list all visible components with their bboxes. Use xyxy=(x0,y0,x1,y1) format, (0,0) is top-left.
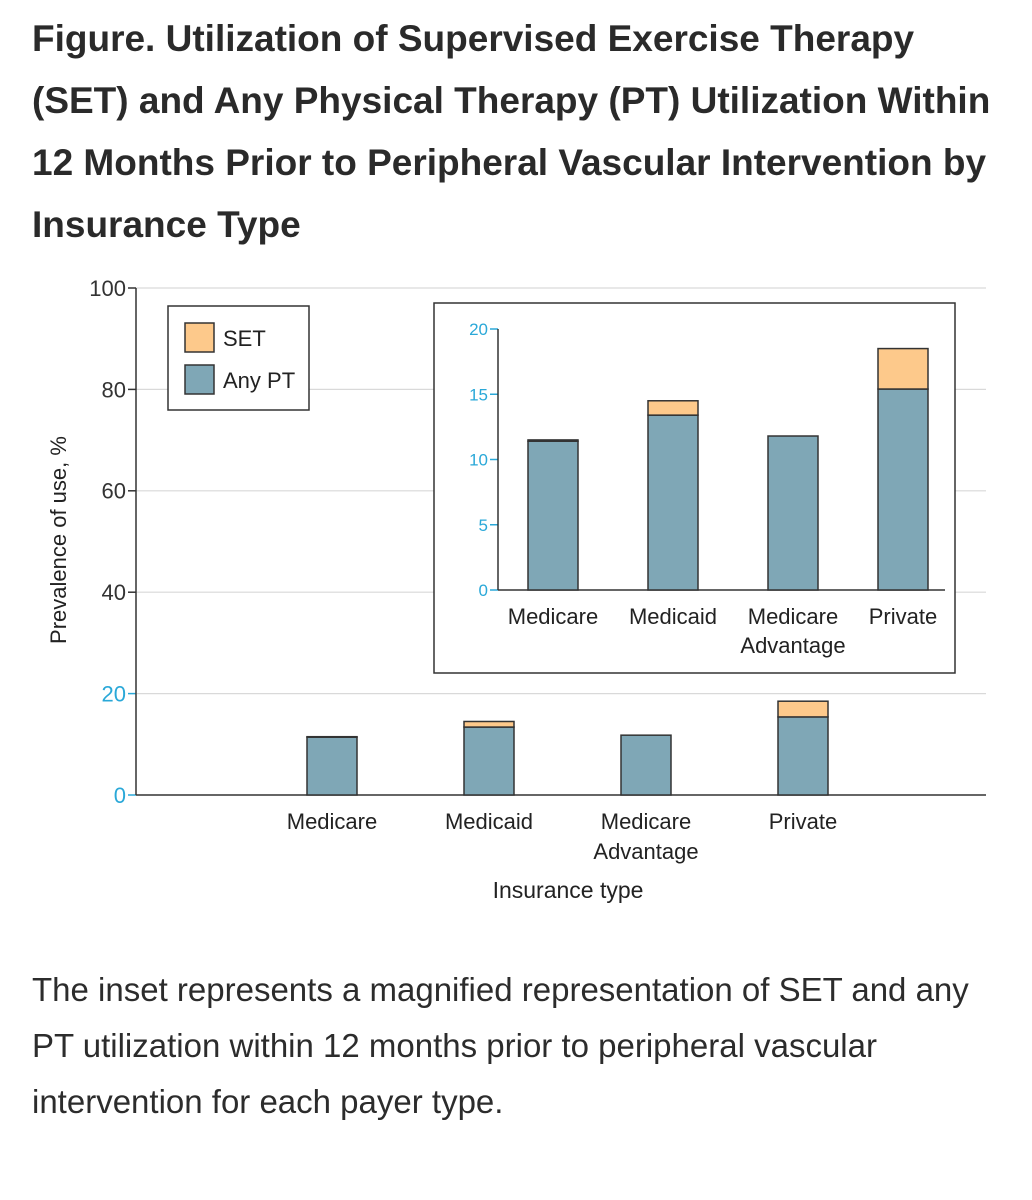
y-axis-label: Prevalence of use, % xyxy=(46,436,71,644)
legend: SET Any PT xyxy=(167,305,310,411)
inset-category-label: Medicaid xyxy=(629,604,717,629)
legend-swatch-any-pt xyxy=(184,364,215,395)
main-y-tick-label: 20 xyxy=(102,682,126,707)
main-bars xyxy=(306,700,829,796)
inset-y-tick-label: 0 xyxy=(479,581,488,600)
inset-chart: 0 5 10 15 20 Medicare Medicaid Medicare Advanta… xyxy=(433,302,956,674)
main-category-label: Medicare xyxy=(601,809,691,834)
inset-bar-pt xyxy=(767,435,819,591)
main-y-tick-label: 40 xyxy=(102,580,126,605)
inset-bars xyxy=(527,347,929,591)
inset-y-tick-label: 10 xyxy=(469,451,488,470)
inset-bar-set xyxy=(527,439,579,442)
inset-category-label: Advantage xyxy=(740,633,845,658)
inset-bar-set xyxy=(877,347,929,390)
main-y-tick-label: 0 xyxy=(114,783,126,808)
inset-category-label: Private xyxy=(869,604,937,629)
main-y-tick-label: 80 xyxy=(102,377,126,402)
figure-title: Figure. Utilization of Supervised Exerci… xyxy=(32,18,991,245)
inset-y-tick-label: 5 xyxy=(479,516,488,535)
legend-swatch-set xyxy=(184,322,215,353)
legend-label-set: SET xyxy=(223,326,266,351)
main-category-label: Private xyxy=(769,809,837,834)
main-bar-set xyxy=(463,720,515,728)
main-y-tick-label: 60 xyxy=(102,479,126,504)
main-y-tick-label: 100 xyxy=(89,276,126,301)
main-bar-set xyxy=(777,700,829,718)
figure-caption: The inset represents a magnified represe… xyxy=(32,971,969,1120)
main-category-label: Medicare xyxy=(287,809,377,834)
main-x-axis: Medicare Medicaid Medicare Advantage Private xyxy=(136,794,986,864)
inset-y-tick-label: 15 xyxy=(469,385,488,404)
main-bar-pt xyxy=(463,726,515,796)
main-bar-pt xyxy=(777,716,829,796)
x-axis-label: Insurance type xyxy=(493,877,644,903)
inset-bar-pt xyxy=(647,414,699,591)
main-bar-pt xyxy=(306,736,358,796)
main-y-axis: 0 20 40 60 80 100 xyxy=(89,276,137,808)
inset-category-label: Medicare xyxy=(508,604,598,629)
inset-y-tick-label: 20 xyxy=(469,320,488,339)
main-bar-set xyxy=(306,735,358,738)
legend-label-any-pt: Any PT xyxy=(223,368,295,393)
inset-y-axis: 0 5 10 15 20 xyxy=(469,320,499,600)
main-category-label: Advantage xyxy=(593,839,698,864)
inset-bar-set xyxy=(647,400,699,416)
inset-x-axis: Medicare Medicaid Medicare Advantage Private xyxy=(498,589,945,658)
inset-bar-pt xyxy=(527,440,579,591)
main-category-label: Medicaid xyxy=(445,809,533,834)
inset-category-label: Medicare xyxy=(748,604,838,629)
main-bar-pt xyxy=(620,734,672,796)
inset-bar-pt xyxy=(877,388,929,591)
